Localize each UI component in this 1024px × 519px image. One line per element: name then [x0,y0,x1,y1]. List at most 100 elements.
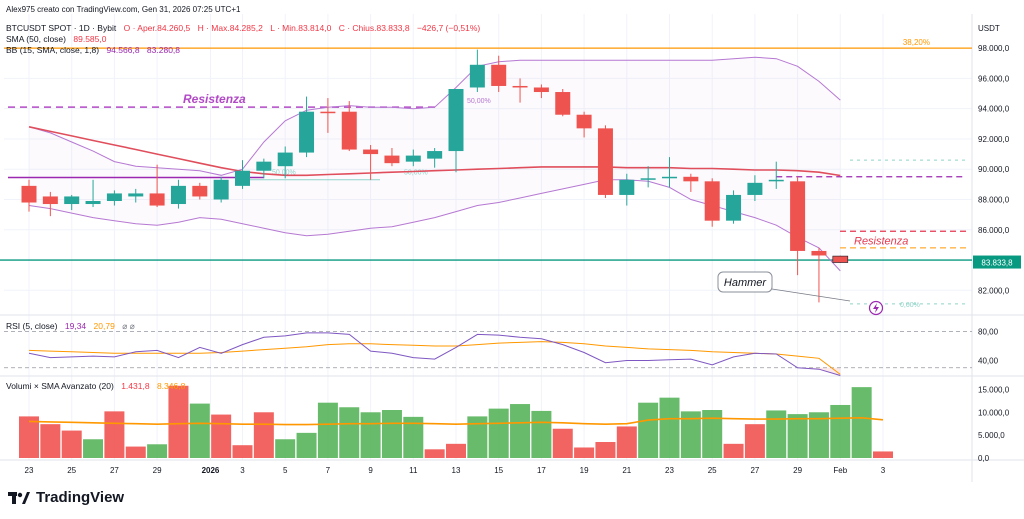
hammer-callout-box[interactable] [717,271,773,293]
candle[interactable] [790,176,806,276]
time-tick-label: 5 [283,466,288,475]
candle[interactable] [597,125,613,198]
candle[interactable] [533,84,549,99]
resistance-bottom-label: Resistenza [854,235,908,247]
volume-bar [253,412,274,458]
candle-body [555,92,571,115]
bb-label: BB (15, SMA, close, 1,8) [6,45,100,55]
candle[interactable] [512,78,528,103]
volume-tick-label: 5.000,0 [978,431,1005,440]
price-axis: USDT 98.000,0 96.000,0 94.000,0 92.000,0 90.0… [973,24,1021,295]
time-tick-label: 25 [708,466,717,475]
candle[interactable] [427,148,443,168]
volume-bar [552,428,573,458]
bollinger-upper-line [28,56,841,176]
price-tick-label: 92.000,0 [978,135,1010,144]
time-tick-label: 29 [793,466,802,475]
candle-body [427,151,443,159]
tradingview-logo[interactable]: TradingView [8,489,124,506]
bb-legend[interactable]: BB (15, SMA, close, 1,8) 94.566,8 83.280… [6,45,185,55]
rsi-value-1: 19,34 [64,321,87,331]
price-tick-label: 96.000,0 [978,74,1010,83]
candle[interactable] [21,179,37,212]
candle[interactable] [555,89,571,117]
candle[interactable] [832,255,849,263]
candle[interactable] [320,98,336,133]
time-axis: 23 25 27 29 2026 3 5 7 9 11 13 15 17 19 21 23 25 27 29 Feb 3 [25,466,886,475]
time-tick-label: 9 [368,466,373,475]
volume-bar [104,411,125,458]
candle[interactable] [576,111,592,138]
candle[interactable] [192,182,208,200]
fib-50-label-2: 50,00% [404,170,428,177]
main-legend: BTCUSDT SPOT · 1D · Bybit O · Aper.84.26… [6,23,485,33]
candle[interactable] [405,149,421,167]
legend-change: −426,7 (−0,51%) [416,23,481,33]
candle[interactable] [106,190,122,206]
candle[interactable] [640,166,656,188]
candle[interactable] [213,176,229,203]
candle[interactable] [235,160,250,189]
candle[interactable] [149,164,165,208]
legend-low: L · Min.83.814,0 [270,23,332,33]
current-price-label: 83.833,8 [981,259,1013,268]
volume-bar [381,410,402,458]
time-tick-label: 7 [326,466,331,475]
candle[interactable] [469,49,485,93]
candle[interactable] [704,178,720,227]
volume-legend[interactable]: Volumi × SMA Avanzato (20) 1.431,8 8.346… [6,381,190,391]
candle[interactable] [341,101,357,152]
candle-body [768,179,784,182]
rsi-value-2: 20,79 [93,321,115,331]
candle-body [405,155,421,162]
volume-bar [873,451,893,458]
candle[interactable] [683,173,699,192]
legend-symbol[interactable]: BTCUSDT SPOT · 1D · Bybit [6,23,117,33]
volume-bar [787,414,808,458]
fib-38-2-label: 38,20% [903,38,930,47]
volume-bar [638,402,659,458]
candle[interactable] [128,188,144,203]
candle[interactable] [85,179,101,208]
candle-body [384,155,400,164]
volume-tick-label: 10.000,0 [978,408,1010,417]
candle-body [128,193,144,197]
volume-bar [339,407,360,458]
candle-body [64,196,80,205]
candle[interactable] [491,55,507,93]
legend-high: H · Max.84.285,2 [197,23,263,33]
hammer-annotation[interactable]: Hammer [717,271,851,302]
volume-bar [232,445,253,458]
candle[interactable] [662,157,677,188]
volume-bar [446,443,466,458]
candlesticks[interactable] [21,49,849,303]
volume-bar [189,403,210,458]
candle[interactable] [619,173,635,206]
sma-legend[interactable]: SMA (50, close) 89.585,0 [6,34,111,44]
chart-annotations[interactable]: Hammer [717,271,884,316]
candle[interactable] [363,145,379,180]
candle-body [320,111,336,114]
candle[interactable] [811,247,827,303]
candle[interactable] [42,191,58,217]
candle[interactable] [747,175,763,201]
candle[interactable] [256,158,272,179]
volume-pane: 15.000,0 10.000,0 5.000,0 0,0 [19,385,1010,463]
time-tick-label: 29 [153,466,162,475]
volume-bar [744,424,765,458]
candle[interactable] [448,89,464,173]
flash-icon[interactable] [868,300,884,316]
candle-body [170,185,186,205]
candle[interactable] [726,190,742,224]
candle[interactable] [299,96,315,158]
candle[interactable] [384,148,400,167]
candle[interactable] [170,179,186,209]
candle[interactable] [277,146,293,179]
fib-0-label: 0,00% [900,302,920,309]
volume-bar [403,416,424,458]
candle-body [597,128,613,195]
rsi-legend[interactable]: RSI (5, close) 19,34 20,79 ⌀ ⌀ [6,321,140,332]
candle[interactable] [768,161,784,189]
candle[interactable] [64,194,80,211]
